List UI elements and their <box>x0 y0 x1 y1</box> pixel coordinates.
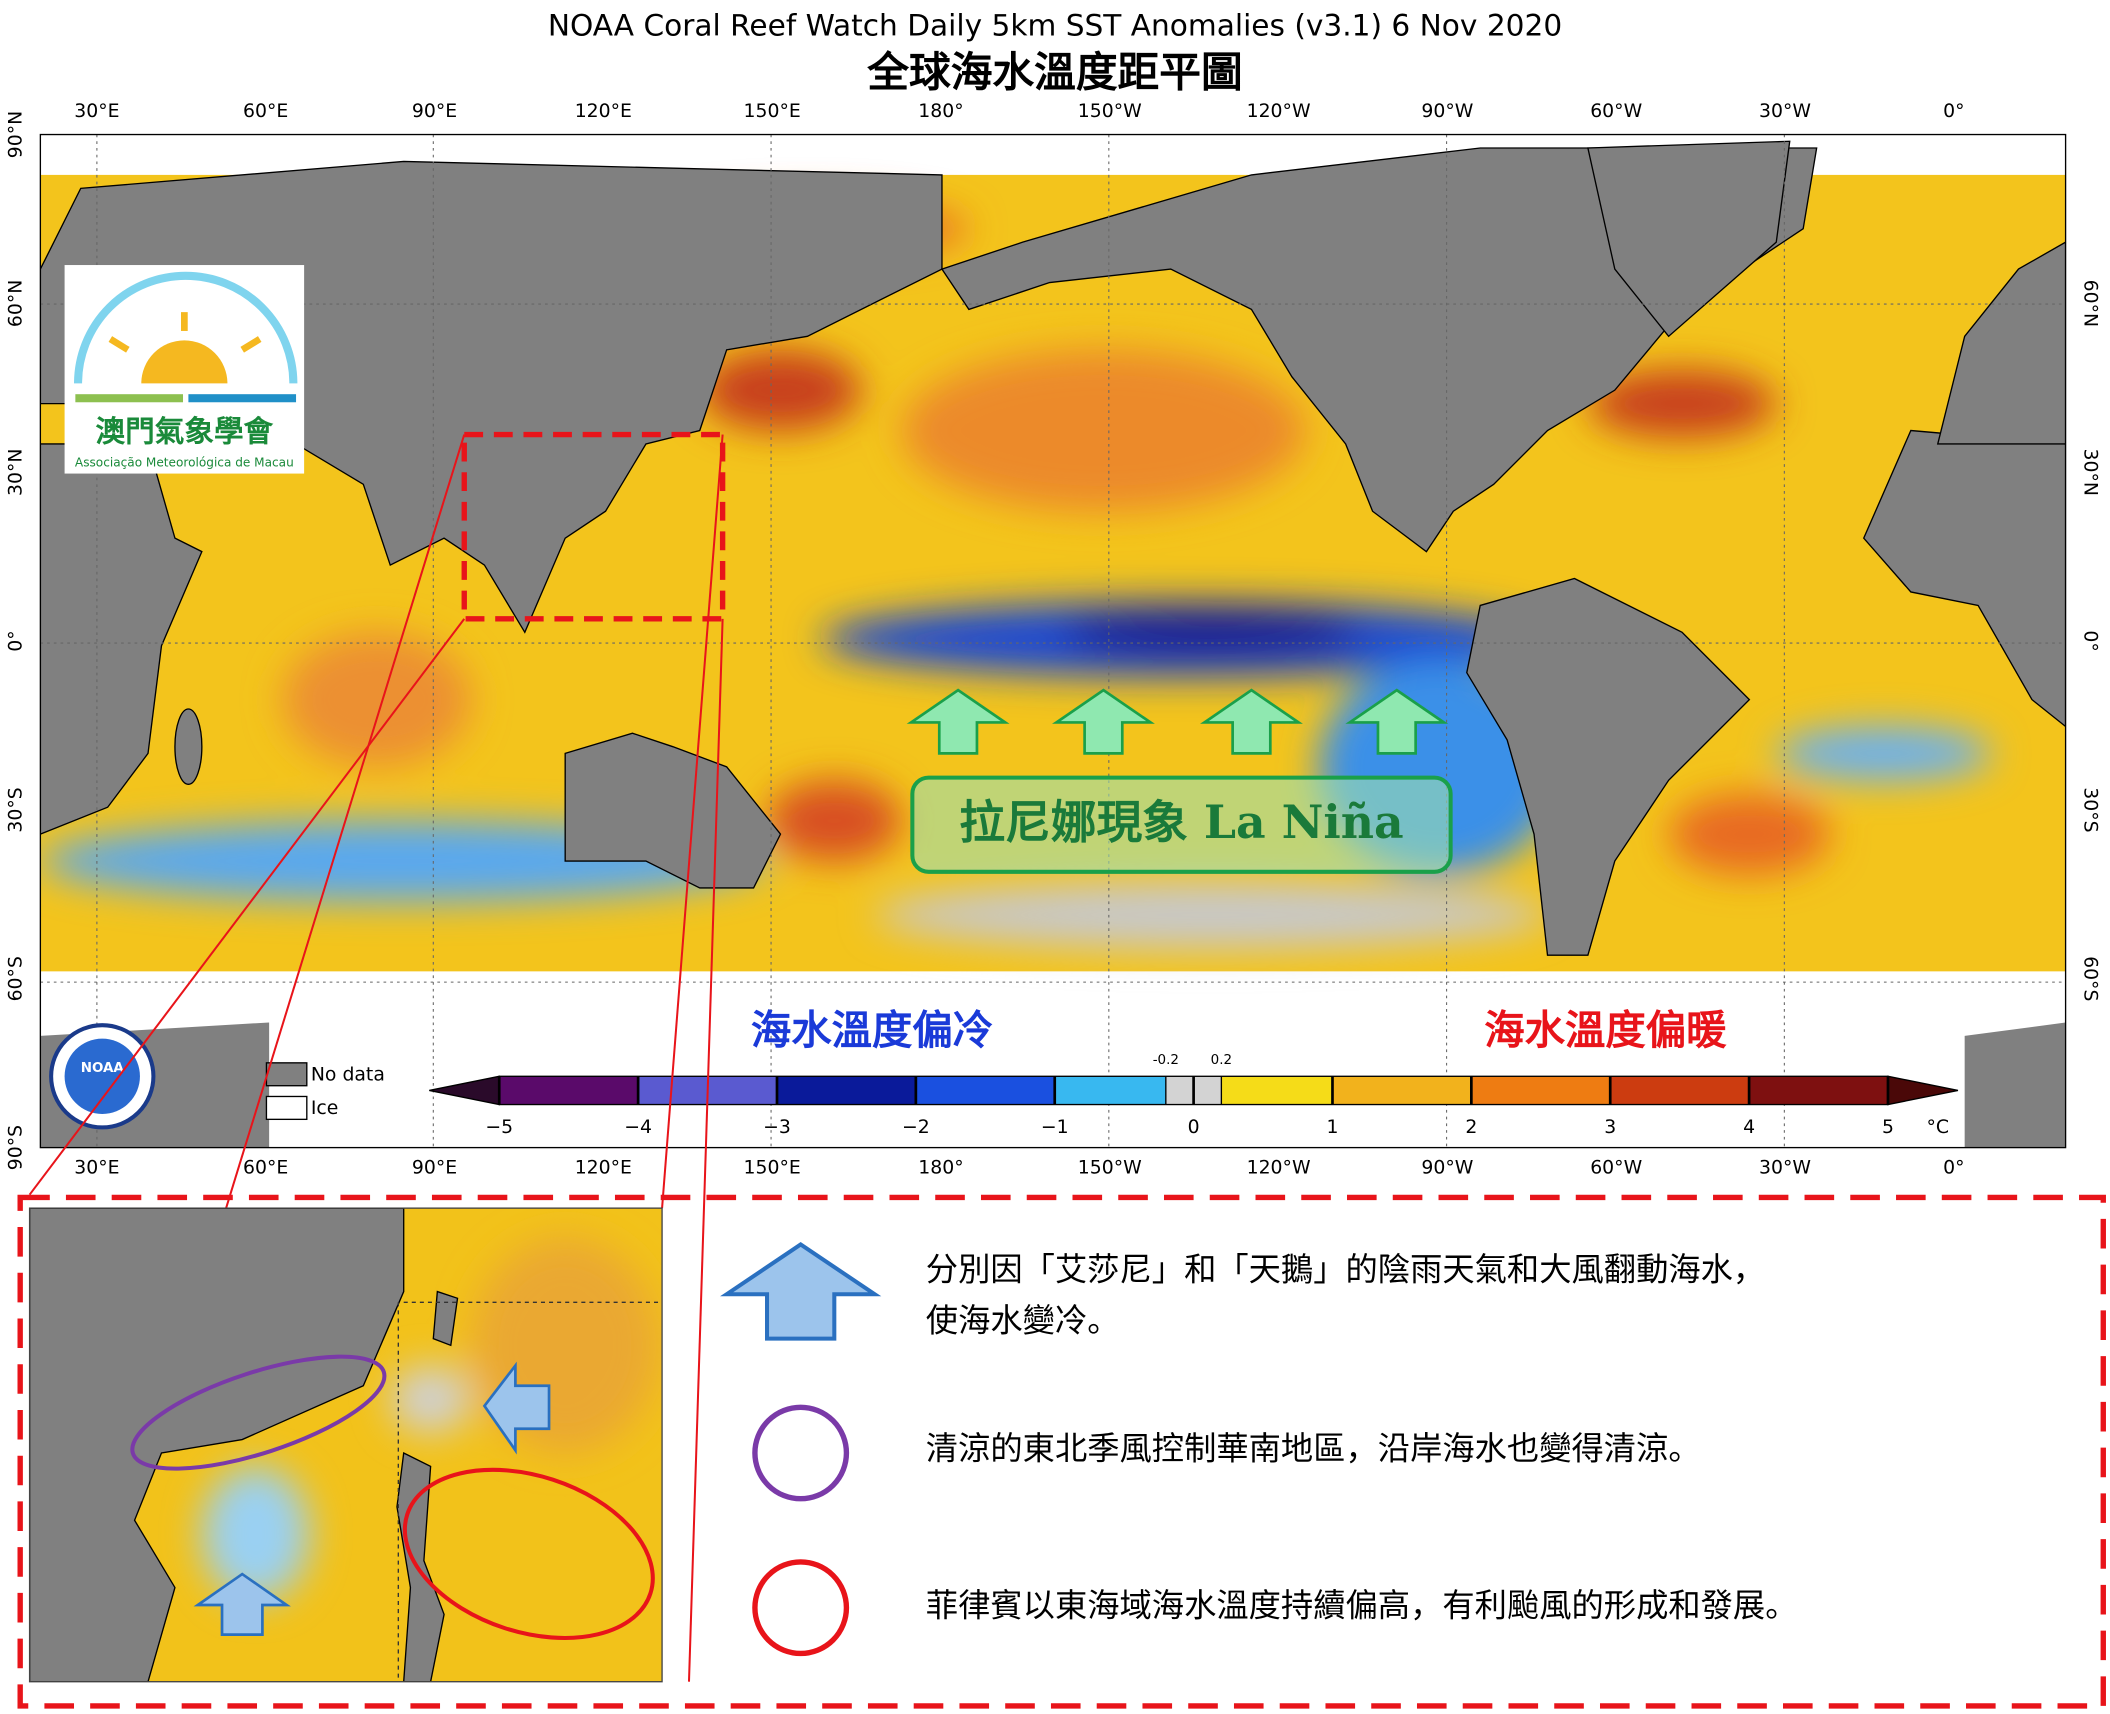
noaa-text: NOAA <box>81 1061 125 1076</box>
colorbar-tick-label: −4 <box>624 1117 652 1138</box>
map-axes: 30°E 30°E 60°E 60°E 90°E 90°E 120°E 120°E 150°E 1… <box>6 101 2101 1178</box>
la-nina-box <box>910 775 1453 874</box>
note-arrow-icon <box>720 1242 882 1341</box>
colorbar-tick-label: 3 <box>1604 1117 1616 1138</box>
lat-label-left: 30°N <box>6 448 27 495</box>
note-text: 菲律賓以東海域海水溫度持續偏高，有利颱風的形成和發展。 <box>926 1587 1798 1625</box>
lon-label-top: 90°E <box>412 101 457 122</box>
inset-frame <box>17 1194 2106 1709</box>
no-data-label: No data <box>311 1064 385 1085</box>
colorbar-segment <box>1332 1076 1472 1105</box>
note-text: 使海水變冷。 <box>926 1302 1120 1340</box>
lon-label-top: 60°W <box>1590 101 1642 122</box>
colorbar-tick-label: −3 <box>763 1117 791 1138</box>
no-data-swatch <box>265 1062 308 1087</box>
inset-left-arrow <box>482 1361 551 1455</box>
macau-logo: 澳門氣象學會 Associação Meteorológica de Macau <box>64 265 305 474</box>
warm-label: 海水溫度偏暖 <box>1484 1007 1727 1054</box>
lat-label-right: 0° <box>2079 630 2100 651</box>
lon-label-top: 180° <box>918 101 963 122</box>
colorbar-segment <box>1471 1076 1611 1105</box>
lon-label-top: 120°W <box>1247 101 1311 122</box>
lon-label-bottom: 60°W <box>1590 1157 1642 1178</box>
lat-label-left: 60°S <box>6 956 27 1001</box>
lon-label-bottom: 120°E <box>575 1157 632 1178</box>
lon-label-bottom: 60°E <box>243 1157 288 1178</box>
colorbar-tick-label: 4 <box>1743 1117 1755 1138</box>
lon-label-bottom: 90°W <box>1421 1157 1473 1178</box>
lon-label-bottom: 150°W <box>1078 1157 1142 1178</box>
lat-label-right: 60°N <box>2079 280 2100 327</box>
lon-label-top: 30°E <box>74 101 119 122</box>
colorbar-segment <box>1221 1076 1333 1105</box>
lon-label-top: 90°W <box>1421 101 1473 122</box>
lon-label-top: 30°W <box>1759 101 1811 122</box>
title: NOAA Coral Reef Watch Daily 5km SST Anom… <box>548 8 1562 42</box>
ice-swatch <box>265 1095 308 1121</box>
lat-label-left: 60°N <box>6 280 27 327</box>
lon-label-top: 150°E <box>744 101 801 122</box>
note-red-ring <box>752 1559 850 1657</box>
la-nina-label: 拉尼娜現象 La Niña <box>959 795 1403 849</box>
lon-label-top: 60°E <box>243 101 288 122</box>
colorbar-segment <box>1054 1076 1166 1105</box>
zoom-lines <box>28 434 724 1682</box>
lon-label-bottom: 90°E <box>412 1157 457 1178</box>
lat-label-right: 30°N <box>2079 448 2100 495</box>
colorbar: −5 −4 −3 −2 −1 0 1 2 3 4 5 -0.2 0.2 °C <box>429 1053 1959 1138</box>
lon-label-bottom: 0° <box>1943 1157 1964 1178</box>
inset-red-ring <box>402 1467 655 1640</box>
colorbar-tick-label: 2 <box>1465 1117 1477 1138</box>
colorbar-tick-label: −1 <box>1041 1117 1069 1138</box>
colorbar-tick-label: −5 <box>485 1117 513 1138</box>
colorbar-tick-label: 1 <box>1326 1117 1338 1138</box>
lon-label-bottom: 180° <box>918 1157 963 1178</box>
inset-border <box>28 1207 663 1683</box>
lon-label-bottom: 120°W <box>1247 1157 1311 1178</box>
colorbar-segment <box>1749 1076 1888 1105</box>
la-nina-arrows <box>906 688 1449 755</box>
lon-label-top: 120°E <box>575 101 632 122</box>
colorbar-minor-label: -0.2 <box>1153 1053 1179 1068</box>
inset-purple-ring <box>130 1354 387 1471</box>
zoom-box <box>461 431 726 622</box>
map <box>40 134 2066 1148</box>
note-text: 清涼的東北季風控制華南地區，沿岸海水也變得清涼。 <box>926 1429 1701 1467</box>
inset-map <box>29 1208 663 1682</box>
subtitle: 全球海水溫度距平圖 <box>866 47 1242 96</box>
colorbar-tick-label: 5 <box>1882 1117 1894 1138</box>
colorbar-segment <box>915 1076 1055 1105</box>
lat-label-left: 30°S <box>6 787 27 832</box>
colorbar-segment <box>776 1076 916 1105</box>
note-text: 分別因「艾莎尼」和「天鵝」的陰雨天氣和大風翻動海水， <box>926 1250 1765 1288</box>
lon-label-bottom: 150°E <box>744 1157 801 1178</box>
colorbar-unit: °C <box>1926 1117 1949 1138</box>
noaa-logo: NOAA <box>49 1023 156 1130</box>
lat-label-right: 30°S <box>2079 787 2100 832</box>
lat-label-left: 90°S <box>6 1125 27 1170</box>
logo-name-pt: Associação Meteorológica de Macau <box>75 455 294 469</box>
colorbar-minor-label: 0.2 <box>1211 1053 1232 1068</box>
map-frame <box>39 133 2067 1149</box>
lon-label-top: 0° <box>1943 101 1964 122</box>
colorbar-tick-label: −2 <box>902 1117 930 1138</box>
colorbar-segment <box>1610 1076 1750 1105</box>
colorbar-tick-label: 0 <box>1188 1117 1200 1138</box>
notes: 分別因「艾莎尼」和「天鵝」的陰雨天氣和大風翻動海水， 使海水變冷。清涼的東北季風控… <box>926 1250 1798 1624</box>
lon-label-bottom: 30°W <box>1759 1157 1811 1178</box>
lat-label-left: 90°N <box>6 111 27 158</box>
lat-label-left: 0° <box>6 630 27 651</box>
lat-label-right: 60°S <box>2079 956 2100 1001</box>
lon-label-top: 150°W <box>1078 101 1142 122</box>
colorbar-segment <box>499 1076 639 1105</box>
lon-label-bottom: 30°E <box>74 1157 119 1178</box>
note-purple-ring <box>752 1404 850 1502</box>
cold-label: 海水溫度偏冷 <box>751 1007 993 1054</box>
ice-label: Ice <box>311 1098 339 1119</box>
inset-up-arrow <box>193 1572 291 1636</box>
logo-name-zh: 澳門氣象學會 <box>96 415 274 449</box>
